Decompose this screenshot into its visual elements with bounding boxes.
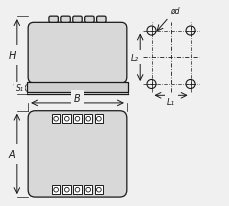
Bar: [27, 83, 128, 93]
Bar: [84, 115, 93, 123]
FancyBboxPatch shape: [85, 17, 94, 23]
Text: ød: ød: [170, 7, 180, 16]
Bar: [52, 115, 60, 123]
Bar: [95, 115, 103, 123]
FancyBboxPatch shape: [97, 17, 106, 23]
Text: A: A: [9, 149, 16, 159]
FancyBboxPatch shape: [28, 111, 127, 197]
Bar: [63, 115, 71, 123]
Text: L₁: L₁: [167, 97, 175, 106]
Bar: [73, 185, 82, 194]
FancyBboxPatch shape: [73, 17, 82, 23]
Bar: [73, 115, 82, 123]
Bar: [84, 185, 93, 194]
Bar: [52, 185, 60, 194]
Bar: [95, 185, 103, 194]
Bar: [63, 185, 71, 194]
FancyBboxPatch shape: [61, 17, 70, 23]
Text: B: B: [74, 94, 81, 104]
Text: L₂: L₂: [131, 54, 139, 62]
FancyBboxPatch shape: [49, 17, 58, 23]
FancyBboxPatch shape: [28, 23, 127, 84]
Text: H: H: [9, 51, 16, 61]
Text: S₁: S₁: [16, 84, 24, 93]
